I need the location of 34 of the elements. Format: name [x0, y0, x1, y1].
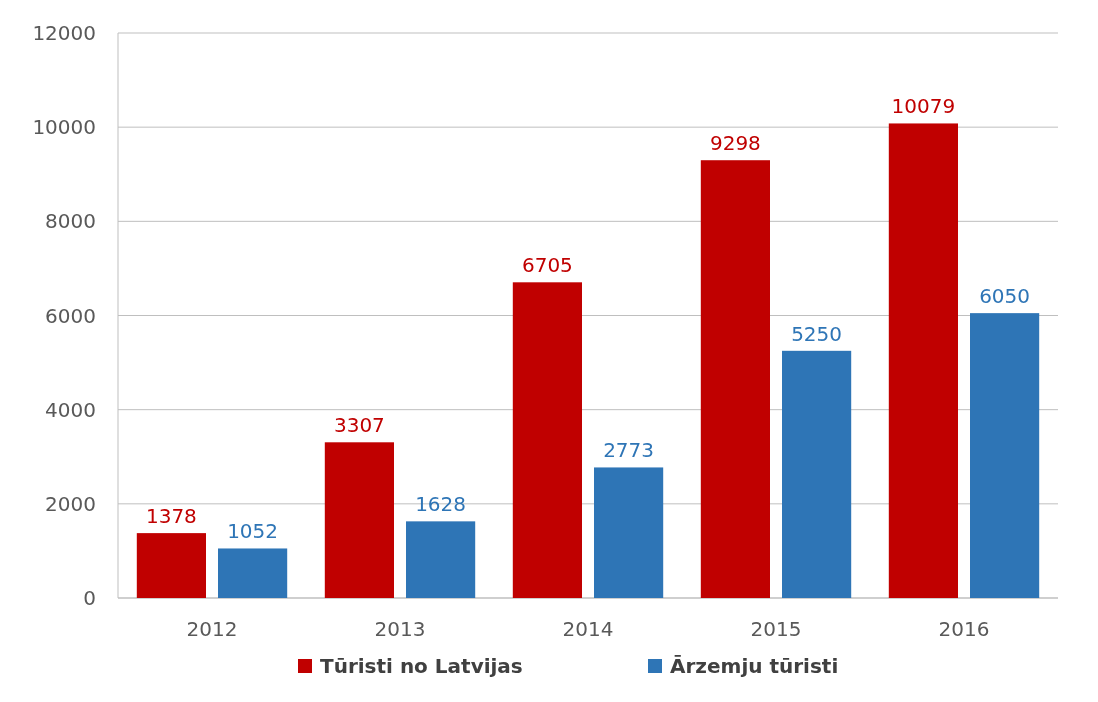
bar	[782, 350, 852, 598]
x-tick-label: 2013	[374, 617, 426, 641]
bar	[970, 313, 1040, 598]
bar	[512, 282, 582, 598]
bar	[136, 533, 206, 598]
data-label: 1052	[227, 519, 279, 544]
legend-label: Ārzemju tūristi	[670, 654, 839, 678]
bar	[218, 548, 288, 598]
bar	[406, 521, 476, 598]
data-label: 1628	[415, 492, 467, 517]
data-label: 1378	[145, 504, 197, 529]
data-label: 9298	[709, 131, 761, 156]
data-label: 2773	[603, 438, 655, 463]
bar	[594, 467, 664, 598]
y-tick-label: 12000	[32, 21, 96, 45]
y-tick-label: 0	[83, 586, 96, 610]
x-tick-label: 2012	[186, 617, 238, 641]
legend-label: Tūristi no Latvijas	[320, 654, 523, 678]
y-tick-label: 4000	[45, 397, 96, 422]
x-tick-label: 2015	[750, 617, 802, 641]
data-label: 6050	[979, 284, 1031, 309]
y-tick-label: 10000	[32, 115, 96, 140]
data-label: 5250	[791, 321, 843, 346]
data-label: 10079	[891, 94, 956, 119]
y-tick-label: 6000	[45, 303, 96, 328]
bar	[324, 442, 394, 598]
data-label: 6705	[521, 253, 573, 278]
y-tick-label: 8000	[45, 209, 96, 234]
bar	[888, 123, 958, 598]
data-label: 3307	[333, 413, 385, 438]
bar	[700, 160, 770, 598]
x-tick-label: 2016	[938, 617, 990, 641]
y-tick-label: 2000	[45, 491, 96, 516]
x-tick-label: 2014	[562, 617, 614, 641]
